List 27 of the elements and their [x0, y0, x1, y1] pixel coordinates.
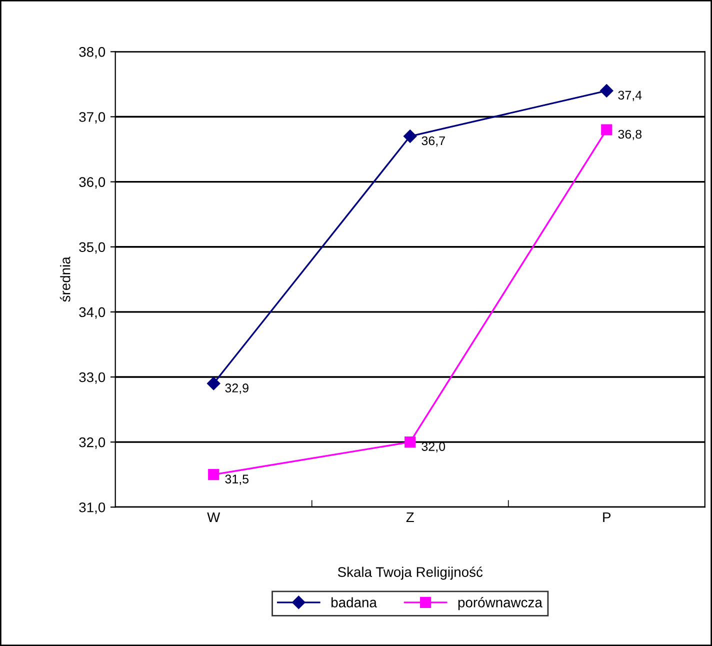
y-tick-label: 36,0	[79, 177, 106, 189]
y-tick-label: 34,0	[79, 307, 106, 319]
point	[601, 124, 612, 136]
y-tick-label: 33,0	[79, 372, 106, 384]
point	[404, 130, 417, 143]
y-tick-label: 37,0	[79, 112, 106, 124]
x-tick-label: P	[603, 512, 611, 522]
data-label: 37,4	[618, 90, 642, 102]
x-tick-label: Z	[406, 512, 414, 522]
data-label: 31,5	[225, 474, 249, 485]
data-label: 36,7	[422, 136, 445, 147]
y-tick-label: 31,0	[79, 502, 106, 514]
data-label: 36,8	[618, 130, 642, 140]
y-tick-label: 35,0	[79, 242, 106, 254]
legend-label: porównawcza	[458, 597, 542, 610]
y-axis-title: średnia	[60, 256, 70, 302]
point	[207, 376, 220, 390]
point	[600, 84, 614, 98]
y-tick-label: 38,0	[79, 47, 106, 58]
legend-label: badana	[331, 597, 377, 608]
point	[404, 436, 416, 448]
data-label: 32,9	[225, 384, 248, 394]
x-tick-label: W	[207, 512, 220, 522]
point	[208, 469, 220, 480]
data-label: 32,0	[422, 442, 446, 452]
x-axis-title: Skala Twoja Religijność	[338, 566, 483, 580]
y-tick-label: 32,0	[79, 437, 106, 449]
